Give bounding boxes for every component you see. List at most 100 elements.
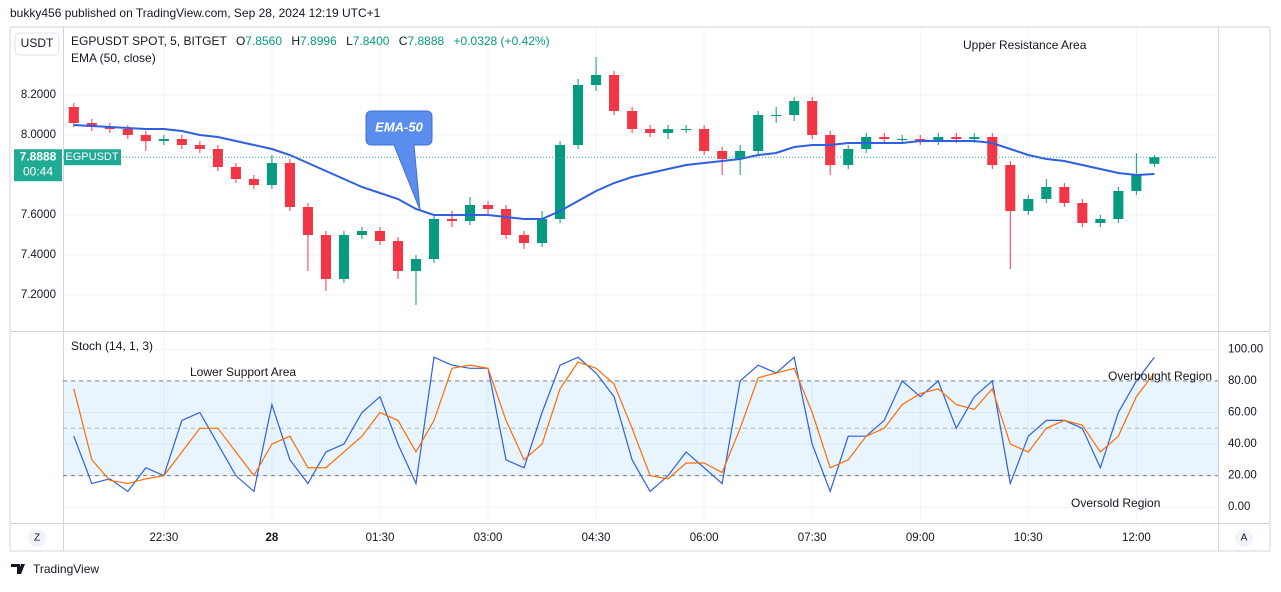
candle-body (537, 219, 548, 243)
x-tick-label: 06:00 (690, 532, 719, 544)
x-tick-label: 01:30 (366, 532, 395, 544)
annotation: Lower Support Area (190, 365, 296, 379)
y-tick-label: 40.00 (1228, 438, 1257, 450)
last-price-box (14, 149, 62, 182)
y-tick-label: 7.2000 (21, 289, 56, 301)
candle-body (951, 137, 962, 139)
candle-body (591, 75, 602, 85)
candle-body (933, 137, 944, 141)
candle-body (1149, 157, 1160, 164)
candle-body (609, 75, 620, 111)
candle-body (1095, 219, 1106, 223)
candle-body (879, 137, 890, 139)
candle-body (428, 219, 440, 259)
x-tick-label: 28 (266, 532, 279, 544)
candle-body (807, 101, 818, 135)
candle-body (392, 241, 404, 271)
candle-body (122, 129, 133, 135)
footer-brand: TradingView (33, 562, 99, 576)
candle-body (645, 129, 656, 133)
candle-body (825, 135, 836, 165)
symbol-tag-box (64, 149, 121, 166)
ohlc-value: 7.8400 (353, 34, 390, 48)
candle-body (212, 149, 223, 167)
price-pane (63, 57, 1218, 305)
candle-body (843, 149, 854, 165)
candle-body (1113, 191, 1124, 219)
zoom-button[interactable] (28, 529, 46, 547)
countdown: 00:44 (23, 164, 53, 178)
candle-body (356, 231, 367, 235)
candle-body (735, 151, 746, 159)
candle-body (194, 145, 205, 149)
candle-body (248, 179, 259, 185)
stoch-line (73, 361, 1155, 485)
stoch-pane: Lower Support Area Overbought Region Overs… (63, 356, 1218, 510)
y-tick-label: 7.4000 (21, 249, 56, 261)
candle-body (374, 231, 386, 241)
candle-body (663, 129, 674, 133)
currency-button-label[interactable]: USDT (21, 36, 54, 50)
candle-body (140, 135, 151, 141)
candle-body (284, 163, 295, 207)
candle-body (1041, 187, 1052, 199)
candle-body (410, 259, 422, 271)
candle-body (338, 235, 349, 279)
candle-body (446, 219, 458, 221)
candle-body (987, 137, 998, 165)
y-tick-label: 60.00 (1228, 407, 1257, 419)
y-tick-label: 8.0000 (21, 129, 56, 141)
candle-body (1005, 165, 1016, 211)
currency-button[interactable] (14, 32, 60, 56)
x-tick-label: 07:30 (798, 532, 827, 544)
auto-scale-button-label[interactable]: A (1241, 533, 1248, 544)
last-price: 7.8888 (20, 149, 57, 163)
candle-body (302, 207, 313, 235)
zoom-button-label[interactable]: Z (34, 533, 40, 544)
candle-body (771, 115, 782, 116)
ohlc-key: L (346, 34, 353, 48)
chart-frame (9, 26, 1271, 552)
candle-body (230, 167, 241, 179)
candle-body (1077, 203, 1088, 223)
ohlc-value: 7.8996 (300, 34, 337, 48)
ema-legend: EMA (50, close) (71, 51, 156, 65)
ema-line (73, 124, 1155, 220)
x-tick-label: 12:00 (1122, 532, 1151, 544)
candle-body (482, 205, 494, 209)
ohlc-value: 7.8888 (407, 34, 444, 48)
y-tick-label: 8.2000 (21, 89, 56, 101)
annotation: Overbought Region (1108, 369, 1212, 383)
candle-body (753, 115, 764, 151)
ema-callout (365, 110, 433, 211)
candle-body (176, 139, 187, 145)
candle-body (681, 129, 692, 130)
annotation: Upper Resistance Area (963, 38, 1087, 52)
y-tick-label: 20.00 (1228, 470, 1257, 482)
x-tick-label: 22:30 (149, 532, 178, 544)
y-tick-label: 7.6000 (21, 209, 56, 221)
candle-body (555, 145, 566, 219)
candle-body (266, 163, 277, 185)
candle-body (500, 209, 512, 235)
ohlc-key: H (291, 34, 300, 48)
candle-body (717, 151, 728, 159)
candle-body (518, 235, 530, 243)
candle-body (320, 235, 331, 279)
stoch-legend: Stoch (14, 1, 3) (71, 339, 153, 353)
symbol-legend: EGPUSDT SPOT, 5, BITGET O7.8560 H7.8996 … (71, 34, 550, 48)
candle-body (627, 111, 638, 129)
candle-body (158, 139, 169, 141)
candle-body (464, 205, 476, 221)
candle-body (1023, 199, 1034, 211)
candle-body (699, 129, 710, 151)
annotation: EMA-50 (375, 119, 423, 134)
candle-body (1131, 175, 1142, 191)
candle-body (897, 139, 908, 140)
annotation: Oversold Region (1071, 496, 1160, 510)
candle-body (573, 85, 584, 145)
tv-logo (11, 564, 25, 574)
auto-scale-button[interactable] (1235, 529, 1253, 547)
